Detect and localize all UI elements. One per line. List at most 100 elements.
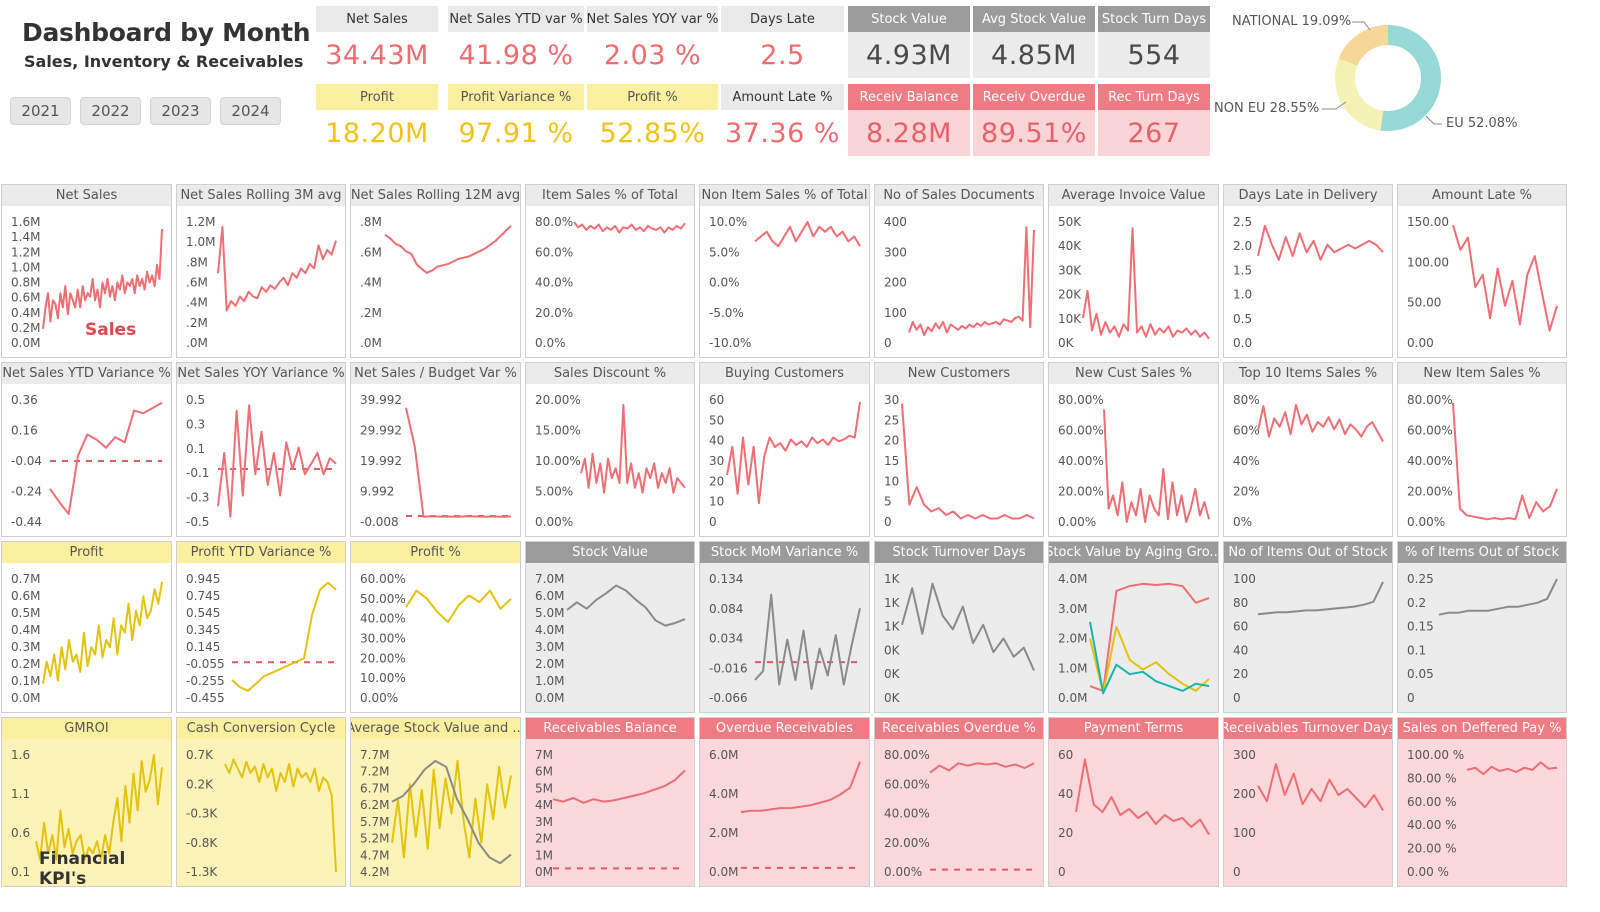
chart-svg: 60.00% 50.00% 40.00% 30.00% 20.00% 10.00% 0.00… xyxy=(360,572,512,705)
y-tick-label: -5.0% xyxy=(709,306,744,320)
chart-card-amount-late[interactable]: Amount Late % 150.00 100.00 50.00 0.00 xyxy=(1397,184,1567,358)
chart-card-of-items-out-of-stock[interactable]: % of Items Out of Stock 0.25 0.2 0.15 0.1 0.0… xyxy=(1397,541,1567,713)
chart-card-receivables-turnover-days[interactable]: Receivables Turnover Days 300 200 100 0 xyxy=(1223,717,1393,887)
chart-card-net-sales-ytd-variance[interactable]: Net Sales YTD Variance % 0.36 0.16 -0.04 -0.… xyxy=(1,362,172,537)
kpi-label: Profit Variance % xyxy=(448,84,584,110)
chart-card-net-sales-rolling-12m-avg[interactable]: Net Sales Rolling 12M avg .8M .6M .4M .2M .0M xyxy=(350,184,521,358)
y-tick-label: 0.6M xyxy=(11,589,40,603)
chart-card-item-sales-of-total[interactable]: Item Sales % of Total 80.0% 60.0% 40.0% 20.0… xyxy=(525,184,695,358)
y-tick-label: 4.0M xyxy=(535,623,564,637)
chart-title: New Customers xyxy=(874,362,1044,384)
chart-title: Buying Customers xyxy=(699,362,870,384)
chart-card-gmroi[interactable]: GMROI 1.6 1.1 0.6 0.1 Financial KPI's xyxy=(1,717,172,889)
series-line-1 xyxy=(552,769,686,804)
chart-svg: 1K 1K 1K 0K 0K 0K xyxy=(884,572,1035,705)
chart-card-overdue-receivables[interactable]: Overdue Receivables 6.0M 4.0M 2.0M 0.0M xyxy=(699,717,870,887)
chart-card-receivables-balance[interactable]: Receivables Balance 7M 6M 5M 4M 3M 2M 1M 0M xyxy=(525,717,695,887)
chart-card-profit[interactable]: Profit % 60.00% 50.00% 40.00% 30.00% 20.00% 10… xyxy=(350,541,521,713)
year-button-2022[interactable]: 2022 xyxy=(80,97,141,125)
chart-card-net-sales[interactable]: Net Sales 1.6M 1.4M 1.2M 1.0M 0.8M 0.6M 0.4M 0.2… xyxy=(1,184,172,358)
donut-slice-non-eu[interactable] xyxy=(1335,25,1441,131)
y-tick-label: 19.992 xyxy=(360,454,402,468)
y-tick-label: 1.0M xyxy=(11,260,40,274)
kpi-value: 267 xyxy=(1098,110,1210,156)
chart-card-stock-value-by-aging-gro[interactable]: Stock Value by Aging Gro... 4.0M 3.0M 2.0M 1… xyxy=(1048,541,1219,713)
chart-card-no-of-sales-documents[interactable]: No of Sales Documents 400 300 200 100 0 xyxy=(874,184,1044,358)
year-filter: 2021 2022 2023 2024 xyxy=(10,97,281,125)
chart-svg: 0.7M 0.6M 0.5M 0.4M 0.3M 0.2M 0.1M 0.0M xyxy=(11,572,163,705)
y-tick-label: 80.0% xyxy=(535,215,573,229)
card-border xyxy=(1,541,172,713)
year-button-2024[interactable]: 2024 xyxy=(220,97,281,125)
y-tick-label: 7.2M xyxy=(360,765,389,779)
y-tick-label: -0.255 xyxy=(186,674,225,688)
y-tick-label: 0.345 xyxy=(186,623,220,637)
chart-svg: 39.992 29.992 19.992 9.992 -0.008 xyxy=(360,393,512,529)
y-tick-label: 5.7M xyxy=(360,815,389,829)
y-tick-label: 0.1 xyxy=(11,865,30,879)
chart-card-stock-value[interactable]: Stock Value 7.0M 6.0M 5.0M 4.0M 3.0M 2.0M 1.0M 0… xyxy=(525,541,695,713)
chart-card-buying-customers[interactable]: Buying Customers 60 50 40 30 20 10 0 xyxy=(699,362,870,537)
chart-card-profit-ytd-variance[interactable]: Profit YTD Variance % 0.945 0.745 0.545 0.34… xyxy=(176,541,346,713)
y-tick-label: 0.0 xyxy=(1233,336,1252,350)
chart-card-payment-terms[interactable]: Payment Terms 60 40 20 0 xyxy=(1048,717,1219,887)
chart-title: Net Sales xyxy=(1,184,172,206)
chart-card-no-of-items-out-of-stock[interactable]: No of Items Out of Stock 100 80 60 40 20 0 xyxy=(1223,541,1393,713)
chart-title: % of Items Out of Stock xyxy=(1397,541,1567,563)
chart-card-cash-conversion-cycle[interactable]: Cash Conversion Cycle 0.7K 0.2K -0.3K -0.8K -… xyxy=(176,717,346,887)
y-tick-label: 1.1 xyxy=(11,787,30,801)
card-border xyxy=(525,541,695,713)
y-tick-label: 0.945 xyxy=(186,572,220,586)
chart-card-top-10-items-sales[interactable]: Top 10 Items Sales % 80% 60% 40% 20% 0% xyxy=(1223,362,1393,537)
series-line-1 xyxy=(1257,763,1384,811)
chart-card-stock-turnover-days[interactable]: Stock Turnover Days 1K 1K 1K 0K 0K 0K xyxy=(874,541,1044,713)
y-tick-label: 1.6 xyxy=(11,748,30,762)
y-tick-label: 300 xyxy=(884,245,907,259)
chart-card-sales-discount[interactable]: Sales Discount % 20.00% 15.00% 10.00% 5.00% 0… xyxy=(525,362,695,537)
chart-card-receivables-overdue[interactable]: Receivables Overdue % 80.00% 60.00% 40.00% 2… xyxy=(874,717,1044,887)
chart-card-sales-on-deffered-pay[interactable]: Sales on Deffered Pay % 100.00 % 80.00 % 60… xyxy=(1397,717,1567,887)
chart-card-non-item-sales-of-total[interactable]: Non Item Sales % of Total 10.0% 5.0% 0.0% -5… xyxy=(699,184,870,358)
y-tick-label: 20.00% xyxy=(1407,485,1453,499)
y-tick-label: 0.3M xyxy=(11,640,40,654)
kpi-value: 89.51% xyxy=(973,110,1095,156)
y-tick-label: 10K xyxy=(1058,312,1082,326)
chart-card-net-sales-budget-var[interactable]: Net Sales / Budget Var % 39.992 29.992 19.9… xyxy=(350,362,521,537)
y-tick-label: 0.084 xyxy=(709,602,743,616)
card-border xyxy=(1397,717,1567,887)
y-tick-label: 0.00% xyxy=(535,515,573,529)
chart-card-days-late-in-delivery[interactable]: Days Late in Delivery 2.5 2.0 1.5 1.0 0.5 0.0 xyxy=(1223,184,1393,358)
card-border xyxy=(525,184,695,358)
y-tick-label: 15.00% xyxy=(535,424,581,438)
y-tick-label: .2M xyxy=(186,316,208,330)
chart-card-net-sales-rolling-3m-avg[interactable]: Net Sales Rolling 3M avg 1.2M 1.0M .8M .6M .4… xyxy=(176,184,346,358)
region-donut-chart: NATIONAL 19.09% NON EU 28.55% EU 52.08% xyxy=(1210,8,1580,168)
y-tick-label: -1.3K xyxy=(186,865,218,879)
donut-label-eu: EU 52.08% xyxy=(1446,116,1518,131)
chart-card-profit[interactable]: Profit 0.7M 0.6M 0.5M 0.4M 0.3M 0.2M 0.1M 0.0M xyxy=(1,541,172,713)
chart-card-stock-mom-variance[interactable]: Stock MoM Variance % 0.134 0.084 0.034 -0.01… xyxy=(699,541,870,713)
y-tick-label: 80.00% xyxy=(1407,393,1453,407)
y-tick-label: 0.2K xyxy=(186,777,214,791)
y-tick-label: 30.00% xyxy=(360,632,406,646)
chart-card-average-stock-value-and[interactable]: Average Stock Value and ... 7.7M 7.2M 6.7M 6… xyxy=(350,717,521,887)
series-line-1 xyxy=(1452,224,1558,332)
y-tick-label: -0.8K xyxy=(186,836,218,850)
y-tick-label: 0.745 xyxy=(186,589,220,603)
chart-card-average-invoice-value[interactable]: Average Invoice Value 50K 40K 30K 20K 10K 0K xyxy=(1048,184,1219,358)
chart-card-net-sales-yoy-variance[interactable]: Net Sales YOY Variance % 0.5 0.3 0.1 -0.1 -0.… xyxy=(176,362,346,537)
chart-title: Days Late in Delivery xyxy=(1223,184,1393,206)
y-tick-label: 4.7M xyxy=(360,848,389,862)
chart-svg: 60 40 20 0 xyxy=(1058,748,1210,879)
y-tick-label: -0.04 xyxy=(11,454,42,468)
chart-svg: 100 80 60 40 20 0 xyxy=(1233,572,1384,705)
y-tick-label: 0.6 xyxy=(11,826,30,840)
chart-card-new-cust-sales[interactable]: New Cust Sales % 80.00% 60.00% 40.00% 20.00%… xyxy=(1048,362,1219,537)
donut-slice-national[interactable] xyxy=(1335,25,1441,131)
year-button-2021[interactable]: 2021 xyxy=(10,97,71,125)
year-button-2023[interactable]: 2023 xyxy=(150,97,211,125)
chart-card-new-item-sales[interactable]: New Item Sales % 80.00% 60.00% 40.00% 20.00%… xyxy=(1397,362,1567,537)
chart-title: Cash Conversion Cycle xyxy=(176,717,346,739)
series-line-1 xyxy=(42,229,163,329)
chart-card-new-customers[interactable]: New Customers 30 25 20 15 10 5 0 xyxy=(874,362,1044,537)
